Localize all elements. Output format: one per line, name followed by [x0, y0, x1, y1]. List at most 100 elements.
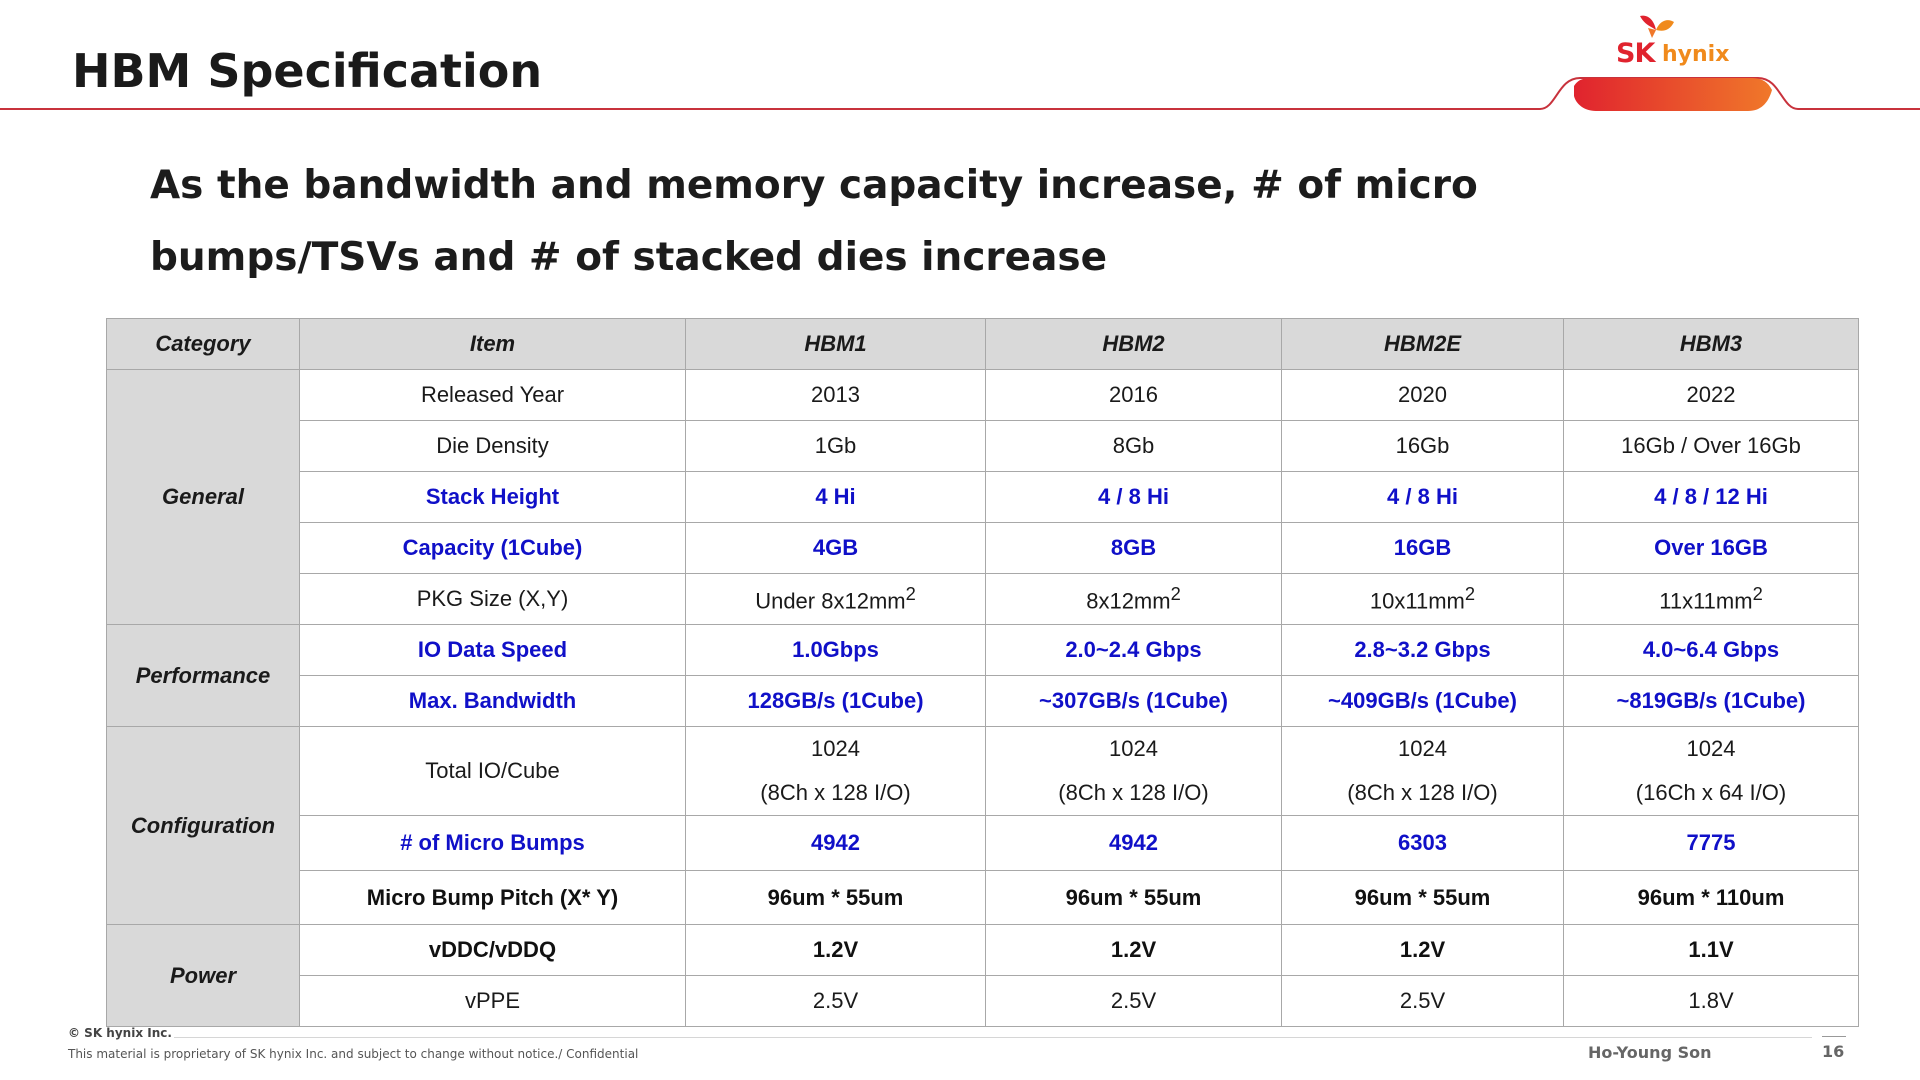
cell: ~819GB/s (1Cube): [1563, 675, 1859, 727]
unit-superscript: 2: [905, 583, 916, 605]
cell: 2.8~3.2 Gbps: [1281, 624, 1564, 676]
row-item: vDDC/vDDQ: [299, 924, 686, 976]
cell: ~307GB/s (1Cube): [985, 675, 1282, 727]
footer-copyright: © SK hynix Inc.: [68, 1026, 172, 1040]
unit-superscript: 2: [1464, 583, 1476, 605]
cell: 2.5V: [985, 975, 1282, 1027]
category-general: General: [106, 369, 300, 625]
cell: 1.2V: [1281, 924, 1564, 976]
table-row: Micro Bump Pitch (X* Y) 96um * 55um 96um…: [107, 870, 1859, 925]
cell: 4 / 8 / 12 Hi: [1563, 471, 1859, 523]
cell: 128GB/s (1Cube): [685, 675, 986, 727]
table-row: Performance IO Data Speed 1.0Gbps 2.0~2.…: [106, 624, 1859, 727]
footer-divider: [174, 1037, 1812, 1038]
header-item: Item: [299, 318, 686, 370]
cell: 1.2V: [985, 924, 1282, 976]
cell: 2016: [985, 369, 1282, 421]
cell: 11x11mm2: [1563, 573, 1859, 625]
table-row: Capacity (1Cube) 4GB 8GB 16GB Over 16GB: [107, 522, 1859, 574]
cell: 4.0~6.4 Gbps: [1563, 624, 1859, 676]
cell: 1.8V: [1563, 975, 1859, 1027]
cell: 2020: [1281, 369, 1564, 421]
header-rule: [0, 77, 1920, 111]
cell: Under 8x12mm2: [685, 573, 986, 625]
cell-line1: 1024: [811, 736, 860, 761]
unit-superscript: 2: [1752, 583, 1763, 605]
cell: 1.0Gbps: [685, 624, 986, 676]
row-item: PKG Size (X,Y): [299, 573, 686, 625]
cell-value: Under 8x12mm: [755, 588, 906, 614]
header-category: Category: [106, 318, 300, 370]
unit-superscript: 2: [1170, 583, 1181, 605]
cell-value: 11x11mm: [1659, 588, 1753, 614]
footer-confidential-note: This material is proprietary of SK hynix…: [68, 1047, 639, 1061]
cell: 1024 (8Ch x 128 I/O): [685, 726, 986, 816]
table-row: Configuration Total IO/Cube 1024 (8Ch x 1…: [106, 726, 1859, 925]
cell-value: 8x12mm: [1086, 588, 1171, 614]
cell: 4GB: [685, 522, 986, 574]
table-row: General Released Year 2013 2016 2020 202…: [106, 369, 1859, 625]
cell-line2: (8Ch x 128 I/O): [1058, 780, 1209, 805]
table-row: # of Micro Bumps 4942 4942 6303 7775: [107, 815, 1859, 871]
cell: Over 16GB: [1563, 522, 1859, 574]
logo-sk-text: SK: [1616, 38, 1655, 69]
page-number: 16: [1822, 1042, 1845, 1061]
cell-line1: 1024: [1109, 736, 1158, 761]
row-item: vPPE: [299, 975, 686, 1027]
cell-line2: (16Ch x 64 I/O): [1635, 780, 1787, 805]
footer-author: Ho-Young Son: [1588, 1043, 1712, 1062]
cell: 8GB: [985, 522, 1282, 574]
hbm-spec-table: Category Item HBM1 HBM2 HBM2E HBM3 Gener…: [106, 318, 1859, 1027]
table-row: Stack Height 4 Hi 4 / 8 Hi 4 / 8 Hi 4 / …: [107, 471, 1859, 523]
category-configuration: Configuration: [106, 726, 300, 925]
row-item: Stack Height: [299, 471, 686, 523]
cell: 96um * 55um: [985, 870, 1282, 925]
row-item: Released Year: [299, 369, 686, 421]
logo-hynix-text: hynix: [1662, 42, 1730, 67]
cell-line1: 1024: [1398, 736, 1447, 761]
cell: 1024 (8Ch x 128 I/O): [1281, 726, 1564, 816]
header-hbm1: HBM1: [685, 318, 986, 370]
cell: 4 / 8 Hi: [1281, 471, 1564, 523]
slide-subtitle: As the bandwidth and memory capacity inc…: [150, 163, 1478, 280]
cell: 4942: [685, 815, 986, 871]
header-hbm3: HBM3: [1563, 318, 1859, 370]
cell-line2: (8Ch x 128 I/O): [760, 780, 911, 805]
cell: 2013: [685, 369, 986, 421]
row-item: Max. Bandwidth: [299, 675, 686, 727]
cell: 1Gb: [685, 420, 986, 472]
table-row: PKG Size (X,Y) Under 8x12mm2 8x12mm2 10x…: [107, 573, 1859, 625]
cell: 2.0~2.4 Gbps: [985, 624, 1282, 676]
cell: 16GB: [1281, 522, 1564, 574]
header-hbm2e: HBM2E: [1281, 318, 1564, 370]
cell: 8x12mm2: [985, 573, 1282, 625]
header-hbm2: HBM2: [985, 318, 1282, 370]
cell: 96um * 55um: [685, 870, 986, 925]
cell: 1.1V: [1563, 924, 1859, 976]
category-power: Power: [106, 924, 300, 1027]
cell: 1024 (16Ch x 64 I/O): [1563, 726, 1859, 816]
cell-value: 10x11mm: [1369, 588, 1465, 614]
sk-hynix-logo: SK hynix: [1612, 12, 1732, 72]
cell: 16Gb / Over 16Gb: [1563, 420, 1859, 472]
cell-line2: (8Ch x 128 I/O): [1347, 780, 1498, 805]
cell: 96um * 55um: [1281, 870, 1564, 925]
cell: 1.2V: [685, 924, 986, 976]
table-row: Power vDDC/vDDQ 1.2V 1.2V 1.2V 1.1V: [106, 924, 1859, 1027]
butterfly-icon: [1640, 15, 1674, 38]
cell: 2.5V: [685, 975, 986, 1027]
row-item: Die Density: [299, 420, 686, 472]
cell: 96um * 110um: [1563, 870, 1859, 925]
cell: 2.5V: [1281, 975, 1564, 1027]
page-title: HBM Specification: [72, 44, 543, 98]
category-performance: Performance: [106, 624, 300, 727]
page-number-rule: [1822, 1036, 1846, 1037]
cell: 6303: [1281, 815, 1564, 871]
cell: 8Gb: [985, 420, 1282, 472]
cell: 4942: [985, 815, 1282, 871]
cell-line1: 1024: [1686, 736, 1736, 761]
row-item: Capacity (1Cube): [299, 522, 686, 574]
cell: ~409GB/s (1Cube): [1281, 675, 1564, 727]
cell: 10x11mm2: [1281, 573, 1564, 625]
cell: 4 / 8 Hi: [985, 471, 1282, 523]
